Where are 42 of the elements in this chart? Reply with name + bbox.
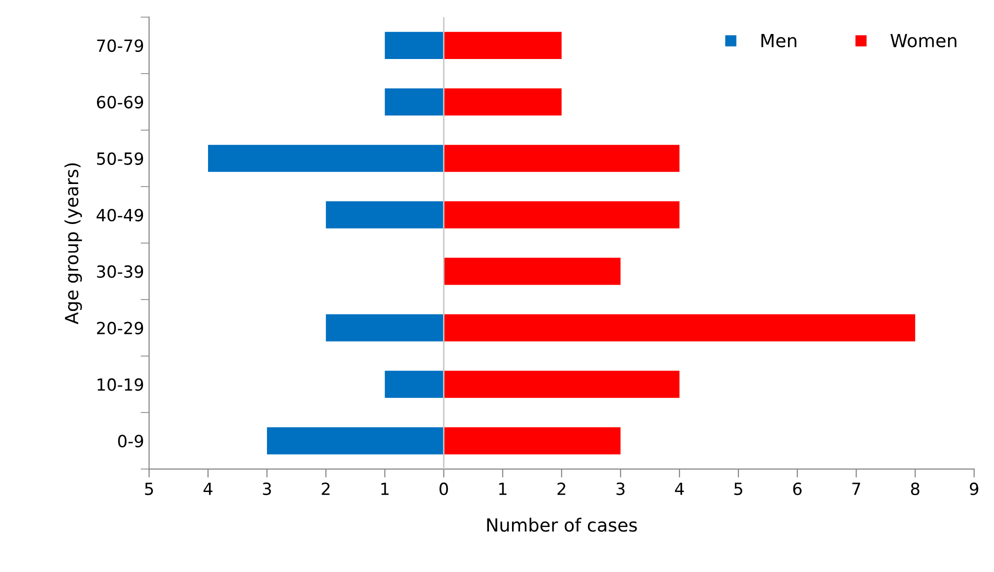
x-tick-label: 0 xyxy=(440,482,448,496)
y-tick-label: 40-49 xyxy=(96,208,144,222)
x-tick-label: 7 xyxy=(852,482,860,495)
bar xyxy=(326,314,444,342)
x-tick-label: 4 xyxy=(674,482,684,495)
y-tick-label: 0-9 xyxy=(118,434,144,448)
y-tick-label: 20-29 xyxy=(97,322,144,334)
bar xyxy=(444,370,680,398)
bar xyxy=(444,258,621,285)
bar xyxy=(444,427,621,454)
x-tick-label: 1 xyxy=(499,482,506,495)
y-tick-label: 60-69 xyxy=(96,96,144,108)
bar xyxy=(384,32,444,59)
bar xyxy=(444,32,562,59)
y-tick-label: 70-79 xyxy=(97,39,144,52)
x-axis-title: Number of cases xyxy=(487,518,637,532)
x-tick-label: 5 xyxy=(145,482,153,496)
x-tick-label: 3 xyxy=(616,482,625,496)
bar xyxy=(444,314,916,342)
legend-label: Men xyxy=(761,34,796,48)
bar xyxy=(326,201,444,228)
y-axis-title: Age group (years) xyxy=(64,163,82,324)
bar xyxy=(208,144,444,172)
x-tick-label: 8 xyxy=(911,482,920,496)
bar xyxy=(266,427,444,454)
bar xyxy=(444,144,680,172)
x-tick-label: 5 xyxy=(734,482,742,496)
x-tick-label: 1 xyxy=(381,482,389,495)
x-tick-label: 9 xyxy=(970,482,978,496)
y-tick-label: 10-19 xyxy=(98,378,144,391)
bar xyxy=(444,201,680,228)
x-tick-label: 2 xyxy=(558,482,566,495)
bar xyxy=(384,370,444,398)
bar xyxy=(444,88,562,116)
y-tick-label: 50-59 xyxy=(97,152,144,165)
legend-label: Women xyxy=(890,34,956,48)
x-tick-label: 6 xyxy=(793,482,802,496)
y-tick-label: 30-39 xyxy=(97,265,144,278)
x-tick-label: 4 xyxy=(204,482,212,495)
x-tick-label: 2 xyxy=(322,482,330,495)
bar xyxy=(384,88,444,116)
x-tick-label: 3 xyxy=(262,482,271,496)
